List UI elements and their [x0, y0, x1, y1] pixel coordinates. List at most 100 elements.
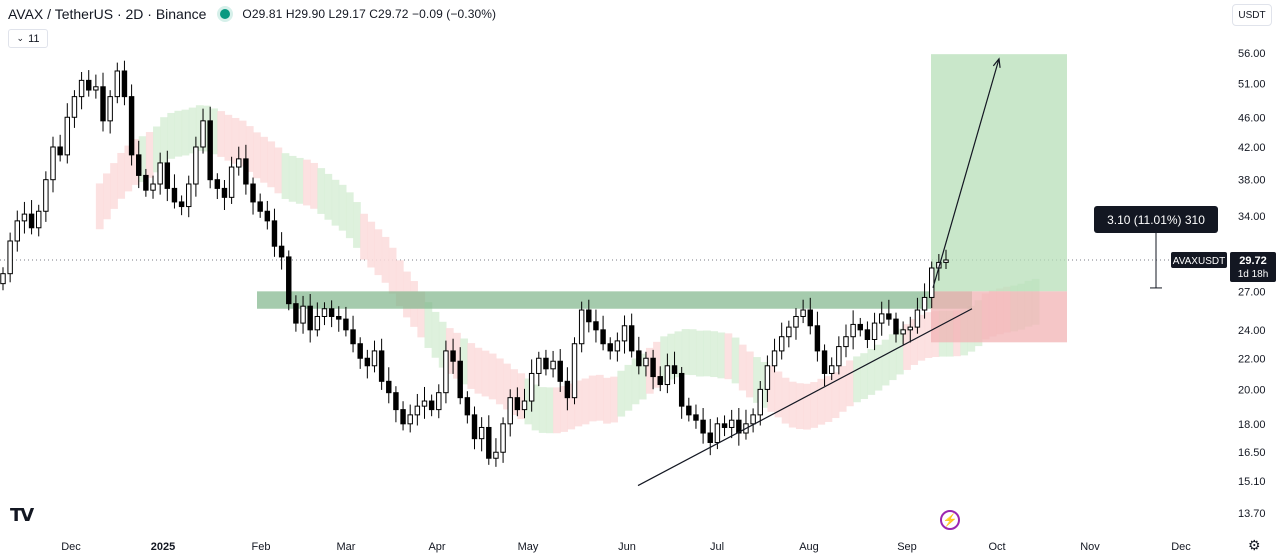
- candle: [493, 438, 499, 467]
- candle-body: [736, 419, 742, 434]
- candle: [778, 322, 785, 360]
- candle: [164, 150, 171, 202]
- cloud-segment: [853, 356, 861, 403]
- candle: [121, 60, 128, 106]
- candle: [643, 351, 649, 377]
- cloud-segment: [924, 312, 933, 358]
- cloud-segment: [381, 236, 390, 283]
- candle: [307, 294, 313, 343]
- candle-body: [57, 146, 63, 156]
- y-tick-label: 13.70: [1238, 508, 1266, 520]
- candle: [71, 90, 78, 128]
- candle-body: [128, 96, 135, 156]
- candle-body: [500, 423, 506, 453]
- cloud-segment: [167, 112, 176, 159]
- candle: [436, 384, 442, 419]
- candle: [764, 355, 771, 403]
- candle-body: [643, 357, 649, 367]
- candle: [371, 340, 378, 373]
- candle: [357, 337, 363, 369]
- candle-body: [793, 315, 799, 328]
- candle-body: [393, 392, 399, 411]
- y-tick-label: 38.00: [1238, 175, 1266, 187]
- target-zone: [931, 54, 1067, 292]
- candle-body: [478, 426, 485, 440]
- currency-selector[interactable]: USDT: [1232, 4, 1272, 26]
- candle: [528, 359, 535, 412]
- candle: [564, 367, 571, 411]
- cloud-segment: [453, 332, 461, 379]
- candle-body: [386, 380, 392, 394]
- candle-body: [0, 273, 6, 285]
- candle: [707, 418, 713, 456]
- candle-body: [378, 350, 385, 382]
- cloud-segment: [288, 155, 297, 202]
- candle-body: [336, 315, 342, 320]
- candle: [593, 309, 599, 343]
- candle: [578, 301, 585, 353]
- candle-body: [507, 397, 513, 425]
- candle: [286, 250, 292, 311]
- candle-body: [771, 350, 778, 367]
- candle: [264, 200, 271, 230]
- candle: [86, 70, 92, 97]
- cloud-segment: [795, 383, 804, 430]
- cloud-segment: [217, 111, 226, 157]
- candle-body: [450, 350, 456, 362]
- labels-layer: 3.10 (11.01%) 310 AVAXUSDT 29.72 1d 18h: [1094, 206, 1276, 282]
- cloud-segment: [124, 145, 133, 192]
- cloud-segment: [153, 126, 161, 173]
- candle-body: [214, 179, 221, 189]
- candle-body: [78, 79, 85, 98]
- candle-body: [350, 329, 356, 345]
- candle-body: [843, 336, 849, 348]
- candle: [328, 300, 335, 328]
- cloud-segment: [817, 378, 826, 425]
- cloud-segment: [295, 157, 304, 204]
- candle: [650, 349, 656, 390]
- candle: [500, 417, 506, 463]
- candle-body: [28, 213, 35, 229]
- candle: [243, 144, 249, 195]
- candle: [828, 357, 835, 381]
- candle-body: [557, 360, 563, 382]
- indicator-toggle[interactable]: ⌄ 11: [8, 29, 48, 48]
- candle: [814, 311, 821, 362]
- candle-body: [857, 323, 863, 331]
- candle-body: [250, 183, 256, 203]
- candle: [221, 180, 228, 211]
- cloud-segment: [174, 110, 183, 157]
- projection-arrow: [932, 58, 1000, 288]
- price-tag-box: [1230, 251, 1276, 282]
- gear-icon[interactable]: ⚙: [1248, 537, 1261, 553]
- cloud-segment: [553, 387, 561, 434]
- flash-icon[interactable]: ⚡: [940, 510, 960, 530]
- cloud-segment: [653, 341, 661, 388]
- candle-body: [664, 365, 671, 386]
- candle: [271, 208, 278, 257]
- candle-body: [86, 79, 92, 91]
- candle: [721, 415, 728, 437]
- y-tick-label: 18.00: [1238, 419, 1266, 431]
- cloud-segment: [695, 330, 704, 377]
- cloud-segment: [310, 162, 318, 209]
- candle-body: [36, 210, 42, 229]
- cloud-segment: [531, 384, 540, 431]
- candle-body: [293, 303, 299, 324]
- cloud-segment: [503, 363, 511, 410]
- cloud-segment: [574, 380, 583, 427]
- candle-body: [7, 240, 13, 275]
- candle-body: [786, 326, 792, 338]
- symbol-title[interactable]: AVAX / TetherUS · 2D · Binance: [8, 6, 207, 22]
- cloud-segment: [760, 361, 769, 408]
- candle: [157, 152, 163, 195]
- axes-layer: 56.00 51.00 46.00 42.00 38.00 34.00 27.00 24.00…: [0, 48, 1266, 553]
- tradingview-logo-icon[interactable]: TV: [10, 505, 34, 526]
- candle-body: [428, 400, 435, 411]
- candle: [907, 316, 913, 343]
- candle: [657, 366, 663, 392]
- candle-body: [800, 309, 806, 317]
- cloud-segment: [845, 360, 854, 407]
- cloud-segment: [160, 117, 168, 164]
